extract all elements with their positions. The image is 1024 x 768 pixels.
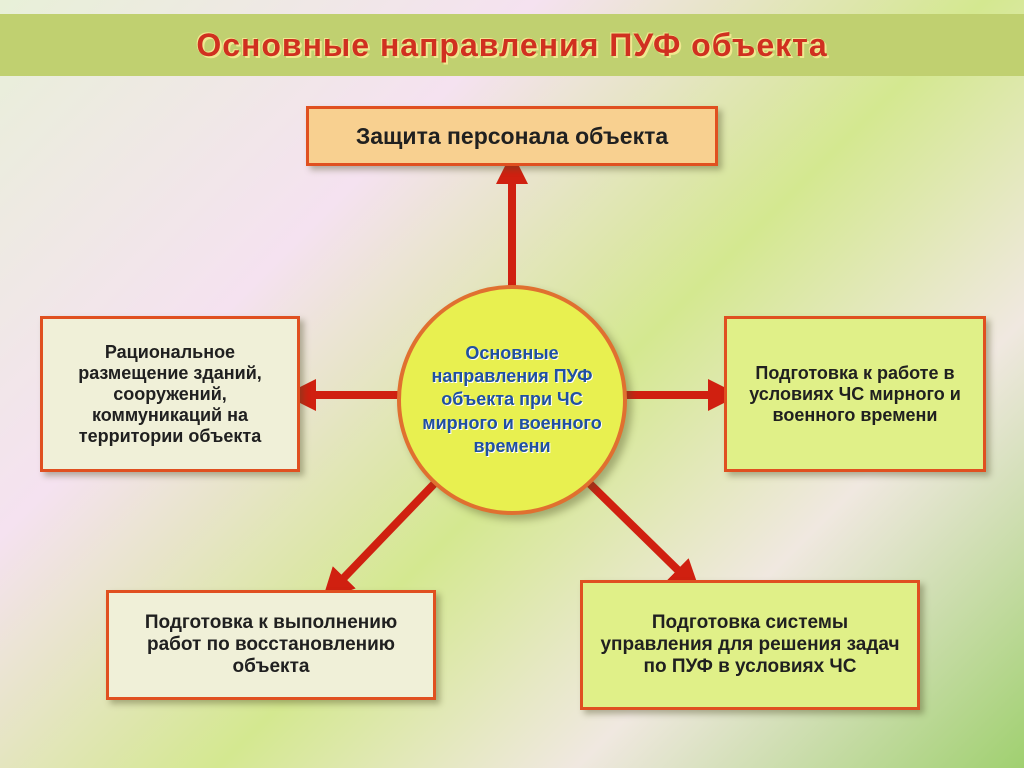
box-top-text: Защита персонала объекта [356,123,668,150]
center-node-text: Основные направления ПУФ объекта при ЧС … [401,322,623,479]
title-bar: Основные направления ПУФ объекта [0,14,1024,76]
box-right: Подготовка к работе в условиях ЧС мирног… [724,316,986,472]
box-bottom-right: Подготовка системы управления для решени… [580,580,920,710]
box-left: Рациональное размещение зданий, сооружен… [40,316,300,472]
box-bottom-left: Подготовка к выполнению работ по восстан… [106,590,436,700]
box-bottom-left-text: Подготовка к выполнению работ по восстан… [121,612,421,678]
box-top: Защита персонала объекта [306,106,718,166]
page-title: Основные направления ПУФ объекта [196,27,827,64]
box-left-text: Рациональное размещение зданий, сооружен… [55,342,285,447]
box-bottom-right-text: Подготовка системы управления для решени… [595,612,905,678]
center-node: Основные направления ПУФ объекта при ЧС … [397,285,627,515]
box-right-text: Подготовка к работе в условиях ЧС мирног… [739,363,971,426]
